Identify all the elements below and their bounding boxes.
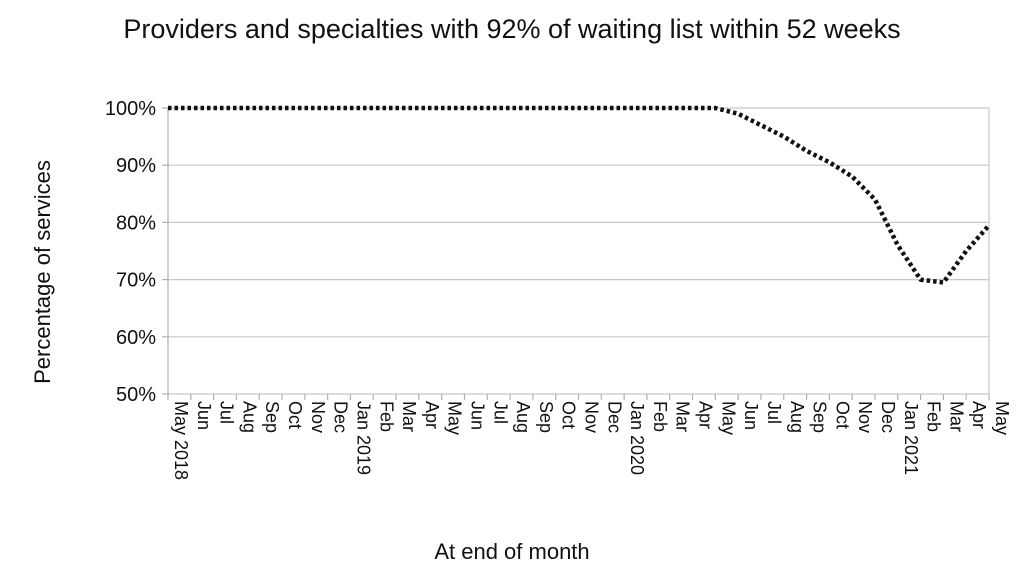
x-tick-label: Aug	[239, 401, 259, 433]
series-layer	[168, 105, 991, 285]
x-tick-label: Nov	[582, 401, 602, 433]
x-tick-label: Nov	[855, 401, 875, 433]
y-tick-labels: 50% 60% 70% 80% 90% 100%	[105, 98, 156, 406]
x-tick-label: Apr	[969, 401, 989, 429]
x-tick-label: Feb	[650, 401, 670, 432]
x-tick-label: Jan 2019	[353, 401, 373, 475]
x-tick-label: Jan 2020	[627, 401, 647, 475]
y-tick-label: 80%	[116, 212, 156, 234]
x-tick-label: Sep	[810, 401, 830, 433]
x-axis-title: At end of month	[434, 539, 590, 564]
x-tick-label: Jul	[490, 401, 510, 424]
y-tick-label: 100%	[105, 98, 156, 120]
x-tick-label: May	[718, 401, 738, 435]
x-tick-label: Feb	[924, 401, 944, 432]
x-tick-label: Mar	[399, 401, 419, 432]
x-tick-label: Feb	[376, 401, 396, 432]
series-line	[168, 105, 991, 285]
y-tick-label: 50%	[116, 384, 156, 406]
x-tick-label: Aug	[787, 401, 807, 433]
x-tick-label: Oct	[832, 401, 852, 429]
x-tick-label: Dec	[331, 401, 351, 433]
x-tick-label: Apr	[422, 401, 442, 429]
x-tick-label: Jun	[467, 401, 487, 430]
x-tick-label: Jan 2021	[901, 401, 921, 475]
x-tick-label: May	[445, 401, 465, 435]
x-tick-label: Oct	[559, 401, 579, 429]
y-tick-label: 90%	[116, 155, 156, 177]
x-tick-label: Dec	[878, 401, 898, 433]
x-tick-label: Sep	[262, 401, 282, 433]
y-axis-title: Percentage of services	[30, 160, 55, 384]
x-tick-label: Jul	[764, 401, 784, 424]
x-tick-label: Aug	[513, 401, 533, 433]
x-tick-label: Sep	[536, 401, 556, 433]
x-tick-label: Dec	[604, 401, 624, 433]
y-tick-label: 70%	[116, 270, 156, 292]
x-tick-label: Mar	[946, 401, 966, 432]
x-tick-label: Apr	[696, 401, 716, 429]
gridlines	[162, 107, 990, 400]
y-tick-label: 60%	[116, 327, 156, 349]
x-tick-label: Jun	[741, 401, 761, 430]
x-tick-label: Oct	[285, 401, 305, 429]
x-tick-label: Nov	[308, 401, 328, 433]
x-tick-label: May	[992, 401, 1012, 435]
x-tick-label: May 2018	[171, 401, 191, 480]
chart-title: Providers and specialties with 92% of wa…	[123, 14, 901, 44]
x-tick-label: Mar	[673, 401, 693, 432]
x-tick-label: Jun	[194, 401, 214, 430]
x-tick-labels: May 2018 Jun Jul Aug Sep Oct Nov Dec Jan 2019 Feb…	[171, 401, 1012, 480]
x-tick-label: Jul	[217, 401, 237, 424]
